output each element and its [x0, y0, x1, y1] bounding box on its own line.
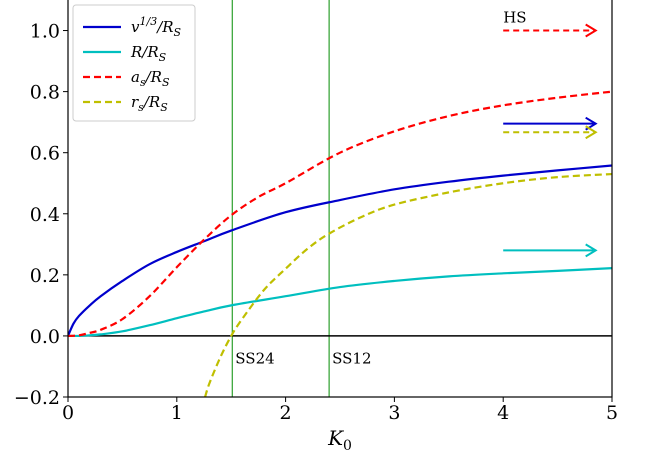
y-tick-label: 0.0	[30, 326, 60, 348]
y-tick-label: 0.4	[30, 204, 60, 226]
asymptote-arrow: HS	[503, 9, 595, 37]
annotation-ss12: SS12	[332, 349, 371, 367]
x-tick-label: 2	[280, 402, 292, 424]
series-line-r-r-s	[68, 268, 612, 336]
series-line-a-s-r-s	[68, 92, 612, 336]
x-tick-label: 0	[62, 402, 74, 424]
y-tick-label: 0.2	[30, 265, 60, 287]
y-tick-label: 1.0	[30, 21, 60, 43]
y-tick-label: 0.8	[30, 82, 60, 104]
x-axis-label: K0	[327, 426, 352, 454]
asymptote-arrow	[503, 244, 595, 256]
x-tick-label: 1	[171, 402, 183, 424]
y-tick-label: −0.2	[14, 387, 60, 409]
annotation-ss24: SS24	[235, 349, 274, 367]
y-tick-label: 0.6	[30, 143, 60, 165]
x-tick-label: 3	[388, 402, 400, 424]
arrow-label-hs: HS	[503, 9, 526, 27]
x-tick-label: 5	[606, 402, 618, 424]
asymptote-arrow	[503, 118, 595, 130]
asymptote-arrow	[503, 126, 595, 138]
x-tick-label: 4	[497, 402, 509, 424]
